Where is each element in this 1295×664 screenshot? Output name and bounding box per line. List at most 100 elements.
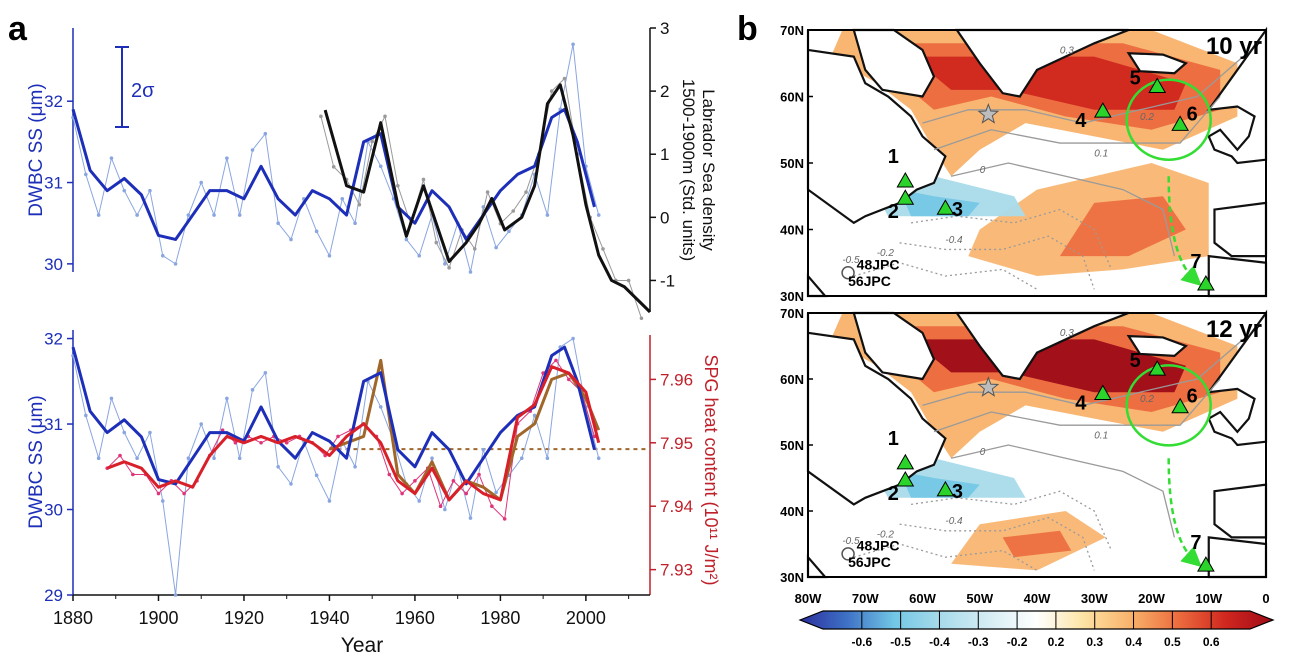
data-point	[148, 188, 152, 193]
panel-a-letter: a	[8, 10, 28, 48]
lat-tick-label: 70N	[780, 306, 804, 321]
data-point	[421, 177, 426, 182]
data-point	[160, 253, 165, 258]
land-baffin	[852, 28, 936, 98]
lon-tick-label: 10W	[1195, 591, 1222, 606]
data-point	[464, 491, 469, 496]
colorbar-tick-label: -0.3	[968, 635, 989, 649]
core-site-marker	[936, 199, 955, 215]
bottom-left-ticks: 29 30 31 32	[44, 330, 73, 605]
data-point	[237, 213, 242, 217]
data-point	[545, 456, 550, 461]
colorbar-tick-label: 0.4	[1125, 635, 1142, 649]
y-tick-label: 30	[44, 501, 63, 520]
core-site-marker	[896, 171, 915, 188]
contour-line	[950, 444, 1176, 538]
land-iceland	[1126, 334, 1188, 358]
site-star-icon	[977, 103, 1000, 124]
x-tick-label: 2000	[566, 608, 606, 628]
colorbar-tick-label: -0.5	[890, 635, 911, 649]
y-tick-label: 7.94	[660, 497, 693, 516]
data-point	[327, 499, 332, 503]
panel-b-letter: b	[737, 10, 758, 48]
y-tick-label: 7.93	[660, 561, 693, 580]
lon-tick-label: 80W	[795, 591, 822, 606]
core-site-marker	[896, 470, 915, 487]
top-series	[71, 42, 652, 321]
data-point	[118, 453, 122, 458]
data-point	[477, 472, 481, 477]
core-site-marker	[1171, 115, 1189, 131]
x-tick-label: 1940	[309, 608, 349, 628]
core-name-label: 56JPC	[848, 273, 891, 289]
x-tick-label: 1900	[138, 608, 178, 628]
top-right-ticks: -1 0 1 2 3	[650, 19, 675, 290]
bottom-subplot: 29 30 31 32 7.93 7.94 7.95 7.96 1880 1900 1920 19…	[26, 330, 721, 657]
lon-tick-label: 0	[1262, 591, 1269, 606]
data-point	[571, 42, 575, 47]
core-site-label: 4	[1075, 393, 1087, 415]
core-site-label: 2	[888, 201, 899, 223]
data-point	[131, 472, 135, 477]
data-point	[276, 221, 280, 225]
contour-label: -0.2	[877, 248, 895, 259]
source-region-circle	[1125, 78, 1212, 162]
core-name-label: 56JPC	[848, 554, 891, 570]
data-point	[468, 270, 473, 274]
core-site-marker	[1171, 397, 1189, 414]
contour-line	[853, 262, 1038, 290]
series-line	[71, 345, 596, 486]
lon-tick-label: 70W	[852, 591, 879, 606]
y-tick-label: 32	[44, 92, 63, 111]
site-star-icon	[977, 376, 1000, 397]
top-subplot: 30 31 32 -1 0 1 2 3 2σ DWBC SS (μm) Labrador S…	[26, 19, 718, 321]
data-point	[438, 504, 443, 509]
data-point	[212, 456, 216, 461]
colorbar-tick-label: 0.5	[1164, 635, 1181, 649]
core-site-label: 7	[1190, 251, 1201, 273]
y-tick-label: 31	[44, 174, 63, 193]
y-tick-label: 1	[660, 145, 669, 164]
data-point	[357, 202, 362, 207]
series-line	[71, 107, 596, 241]
land-greenland	[954, 311, 1129, 381]
data-point	[507, 229, 511, 234]
data-point	[443, 507, 447, 512]
top-right-ylabel: Labrador Sea density1500-1900m (Std. uni…	[679, 79, 718, 261]
data-point	[378, 405, 383, 409]
data-point	[199, 422, 204, 426]
y-tick-label: 30	[44, 255, 63, 274]
core-site-label: 3	[952, 481, 963, 503]
source-region-circle	[1125, 364, 1212, 447]
y-tick-label: 32	[44, 330, 63, 349]
data-point	[596, 213, 601, 217]
contour-label: -0.5	[842, 255, 860, 266]
lon-tick-label: 60W	[909, 591, 936, 606]
data-point	[263, 131, 268, 136]
data-point	[173, 593, 178, 597]
bottom-left-ylabel: DWBC SS (μm)	[26, 395, 47, 528]
data-point	[524, 190, 528, 194]
data-point	[109, 156, 114, 160]
contour-label: -0.2	[877, 529, 895, 540]
contour-line	[933, 378, 1221, 433]
transport-arrow	[1167, 458, 1202, 568]
y-tick-label: 0	[660, 208, 669, 227]
core-site-marker	[936, 480, 955, 497]
contour-line	[899, 516, 1095, 571]
contour-line	[853, 543, 1038, 571]
data-point	[562, 76, 567, 81]
data-point	[284, 441, 289, 445]
data-point	[383, 114, 387, 119]
x-tick-label: 1980	[480, 608, 520, 628]
colorbar-bar	[798, 610, 1275, 630]
data-point	[468, 516, 473, 520]
data-point	[336, 434, 340, 439]
data-point	[549, 89, 554, 93]
core-site-label: 1	[888, 428, 899, 450]
series-line	[72, 43, 600, 273]
maps: 0.1 0.2 0.3 0 -0.2 -0.4 -0.5 30N 40N 50N 60N 70N 1 2 3…	[780, 23, 1268, 585]
top-right-ylabel-text: Labrador Sea density1500-1900m (Std. uni…	[679, 79, 718, 261]
data-point	[186, 213, 191, 217]
lat-tick-label: 50N	[780, 156, 804, 171]
